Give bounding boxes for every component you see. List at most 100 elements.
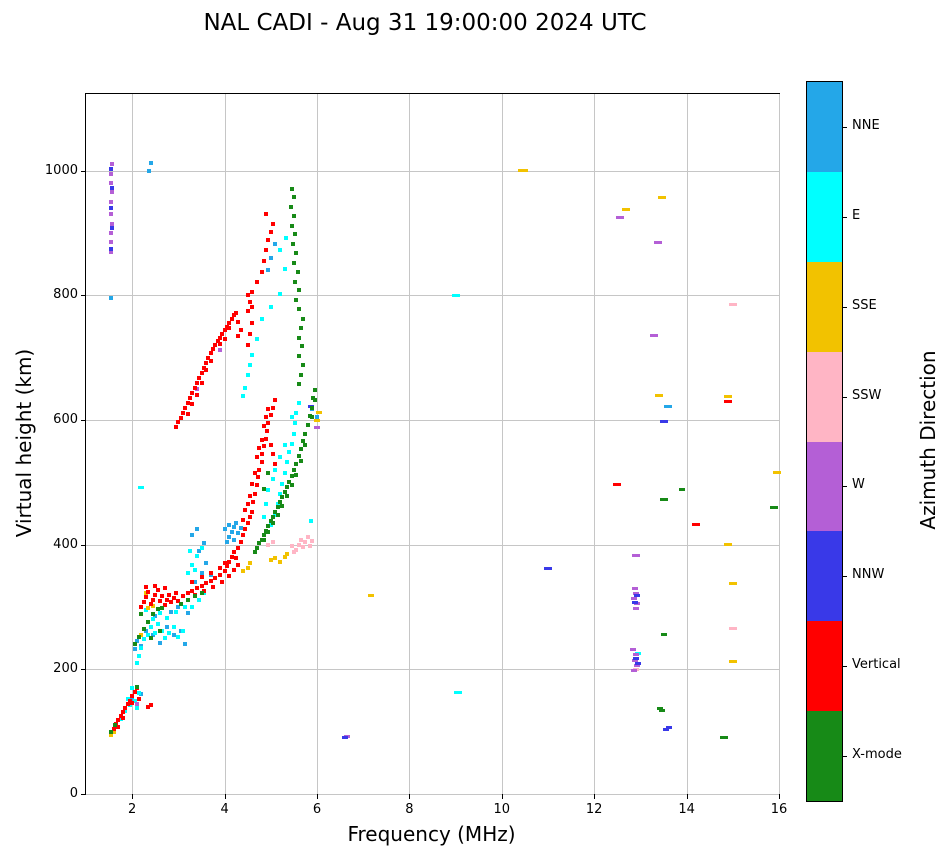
data-point-vertical	[259, 460, 264, 465]
y-tick	[81, 794, 86, 795]
data-point-e	[245, 373, 250, 378]
data-point-e	[127, 703, 132, 708]
data-point-x-mode	[284, 485, 289, 490]
data-point-vertical	[162, 602, 167, 607]
data-point-x-mode	[301, 363, 306, 368]
data-point-e	[243, 385, 248, 390]
data-point-e	[294, 410, 299, 415]
data-point-e	[283, 235, 288, 240]
data-point-vertical	[215, 339, 220, 344]
data-point-vertical	[220, 580, 225, 585]
data-point-e	[171, 624, 176, 629]
data-point-w	[109, 249, 114, 254]
data-point-vertical	[181, 410, 186, 415]
data-point-x-mode	[132, 642, 137, 647]
data-point-x-mode	[287, 480, 292, 485]
data-point-sse	[245, 565, 250, 570]
data-point-vertical	[254, 455, 259, 460]
data-point-e	[118, 717, 123, 722]
x-tick	[779, 794, 780, 799]
data-point-sse	[724, 394, 733, 398]
colorbar-tick	[842, 216, 847, 218]
data-point-vertical	[213, 343, 218, 348]
data-point-w	[314, 425, 320, 429]
data-point-w	[109, 199, 114, 204]
data-point-w	[631, 659, 638, 663]
data-point-nne	[227, 535, 232, 540]
data-point-vertical	[116, 724, 121, 729]
data-point-nne	[234, 520, 239, 525]
data-point-x-mode	[254, 545, 259, 550]
colorbar-tick	[842, 666, 847, 668]
grid-line-vertical	[594, 94, 596, 794]
data-point-x-mode	[134, 684, 139, 689]
data-point-e	[273, 512, 278, 517]
data-point-sse	[146, 606, 151, 611]
data-point-x-mode	[719, 736, 728, 740]
y-tick	[81, 295, 86, 297]
data-point-vertical	[255, 475, 260, 480]
data-point-vertical	[264, 414, 269, 419]
data-point-nne	[197, 548, 202, 553]
data-point-vertical	[238, 327, 243, 332]
grid-line-vertical	[132, 94, 134, 794]
data-point-nne	[222, 527, 227, 532]
data-point-vertical	[148, 702, 153, 707]
data-point-vertical	[201, 365, 206, 370]
data-point-vertical	[120, 710, 125, 715]
colorbar-segment-nnw	[807, 531, 842, 622]
data-point-e	[144, 608, 149, 613]
data-point-e	[153, 631, 158, 636]
data-point-sse	[109, 732, 114, 737]
data-point-x-mode	[261, 486, 266, 491]
data-point-e	[259, 317, 264, 322]
data-point-nne	[315, 414, 319, 419]
data-point-vertical	[268, 442, 273, 447]
data-point-nne	[132, 647, 137, 652]
data-point-nnw	[631, 600, 638, 604]
data-point-e	[282, 267, 287, 272]
data-point-x-mode	[282, 490, 287, 495]
data-point-vertical	[194, 380, 199, 385]
data-point-w	[109, 171, 114, 176]
data-point-ssw	[308, 543, 313, 548]
data-point-e	[167, 631, 172, 636]
data-point-x-mode	[192, 593, 197, 598]
data-point-e	[130, 686, 135, 691]
data-point-e	[164, 616, 169, 621]
data-point-x-mode	[310, 405, 315, 410]
data-point-x-mode	[268, 518, 273, 523]
data-point-e	[192, 567, 197, 572]
data-point-vertical	[146, 590, 151, 595]
data-point-x-mode	[292, 279, 297, 284]
data-point-x-mode	[290, 242, 295, 247]
data-point-vertical	[224, 324, 229, 329]
data-point-ssw	[728, 627, 737, 631]
data-point-vertical	[724, 399, 733, 403]
data-point-vertical	[174, 591, 179, 596]
data-point-x-mode	[289, 474, 294, 479]
x-tick-label: 6	[312, 802, 322, 817]
data-point-x-mode	[303, 431, 308, 436]
data-point-e	[150, 617, 155, 622]
data-point-ssw	[298, 537, 303, 542]
data-point-vertical	[231, 567, 236, 572]
data-point-e	[197, 597, 202, 602]
data-point-nnw	[666, 725, 673, 729]
y-tick-label: 600	[53, 412, 78, 427]
colorbar-label-sse: SSE	[852, 297, 877, 313]
data-point-x-mode	[289, 483, 294, 488]
data-point-e	[261, 514, 266, 519]
data-point-vertical	[234, 556, 239, 561]
data-point-e	[289, 441, 294, 446]
data-point-x-mode	[284, 494, 289, 499]
data-point-vertical	[206, 355, 211, 360]
data-point-e	[289, 414, 294, 419]
data-point-e	[183, 605, 188, 609]
data-point-w	[134, 701, 139, 706]
x-tick-label: 2	[128, 802, 137, 817]
data-point-e	[138, 485, 145, 489]
data-point-w	[633, 664, 640, 668]
data-point-e	[134, 705, 139, 710]
data-point-vertical	[194, 393, 199, 398]
